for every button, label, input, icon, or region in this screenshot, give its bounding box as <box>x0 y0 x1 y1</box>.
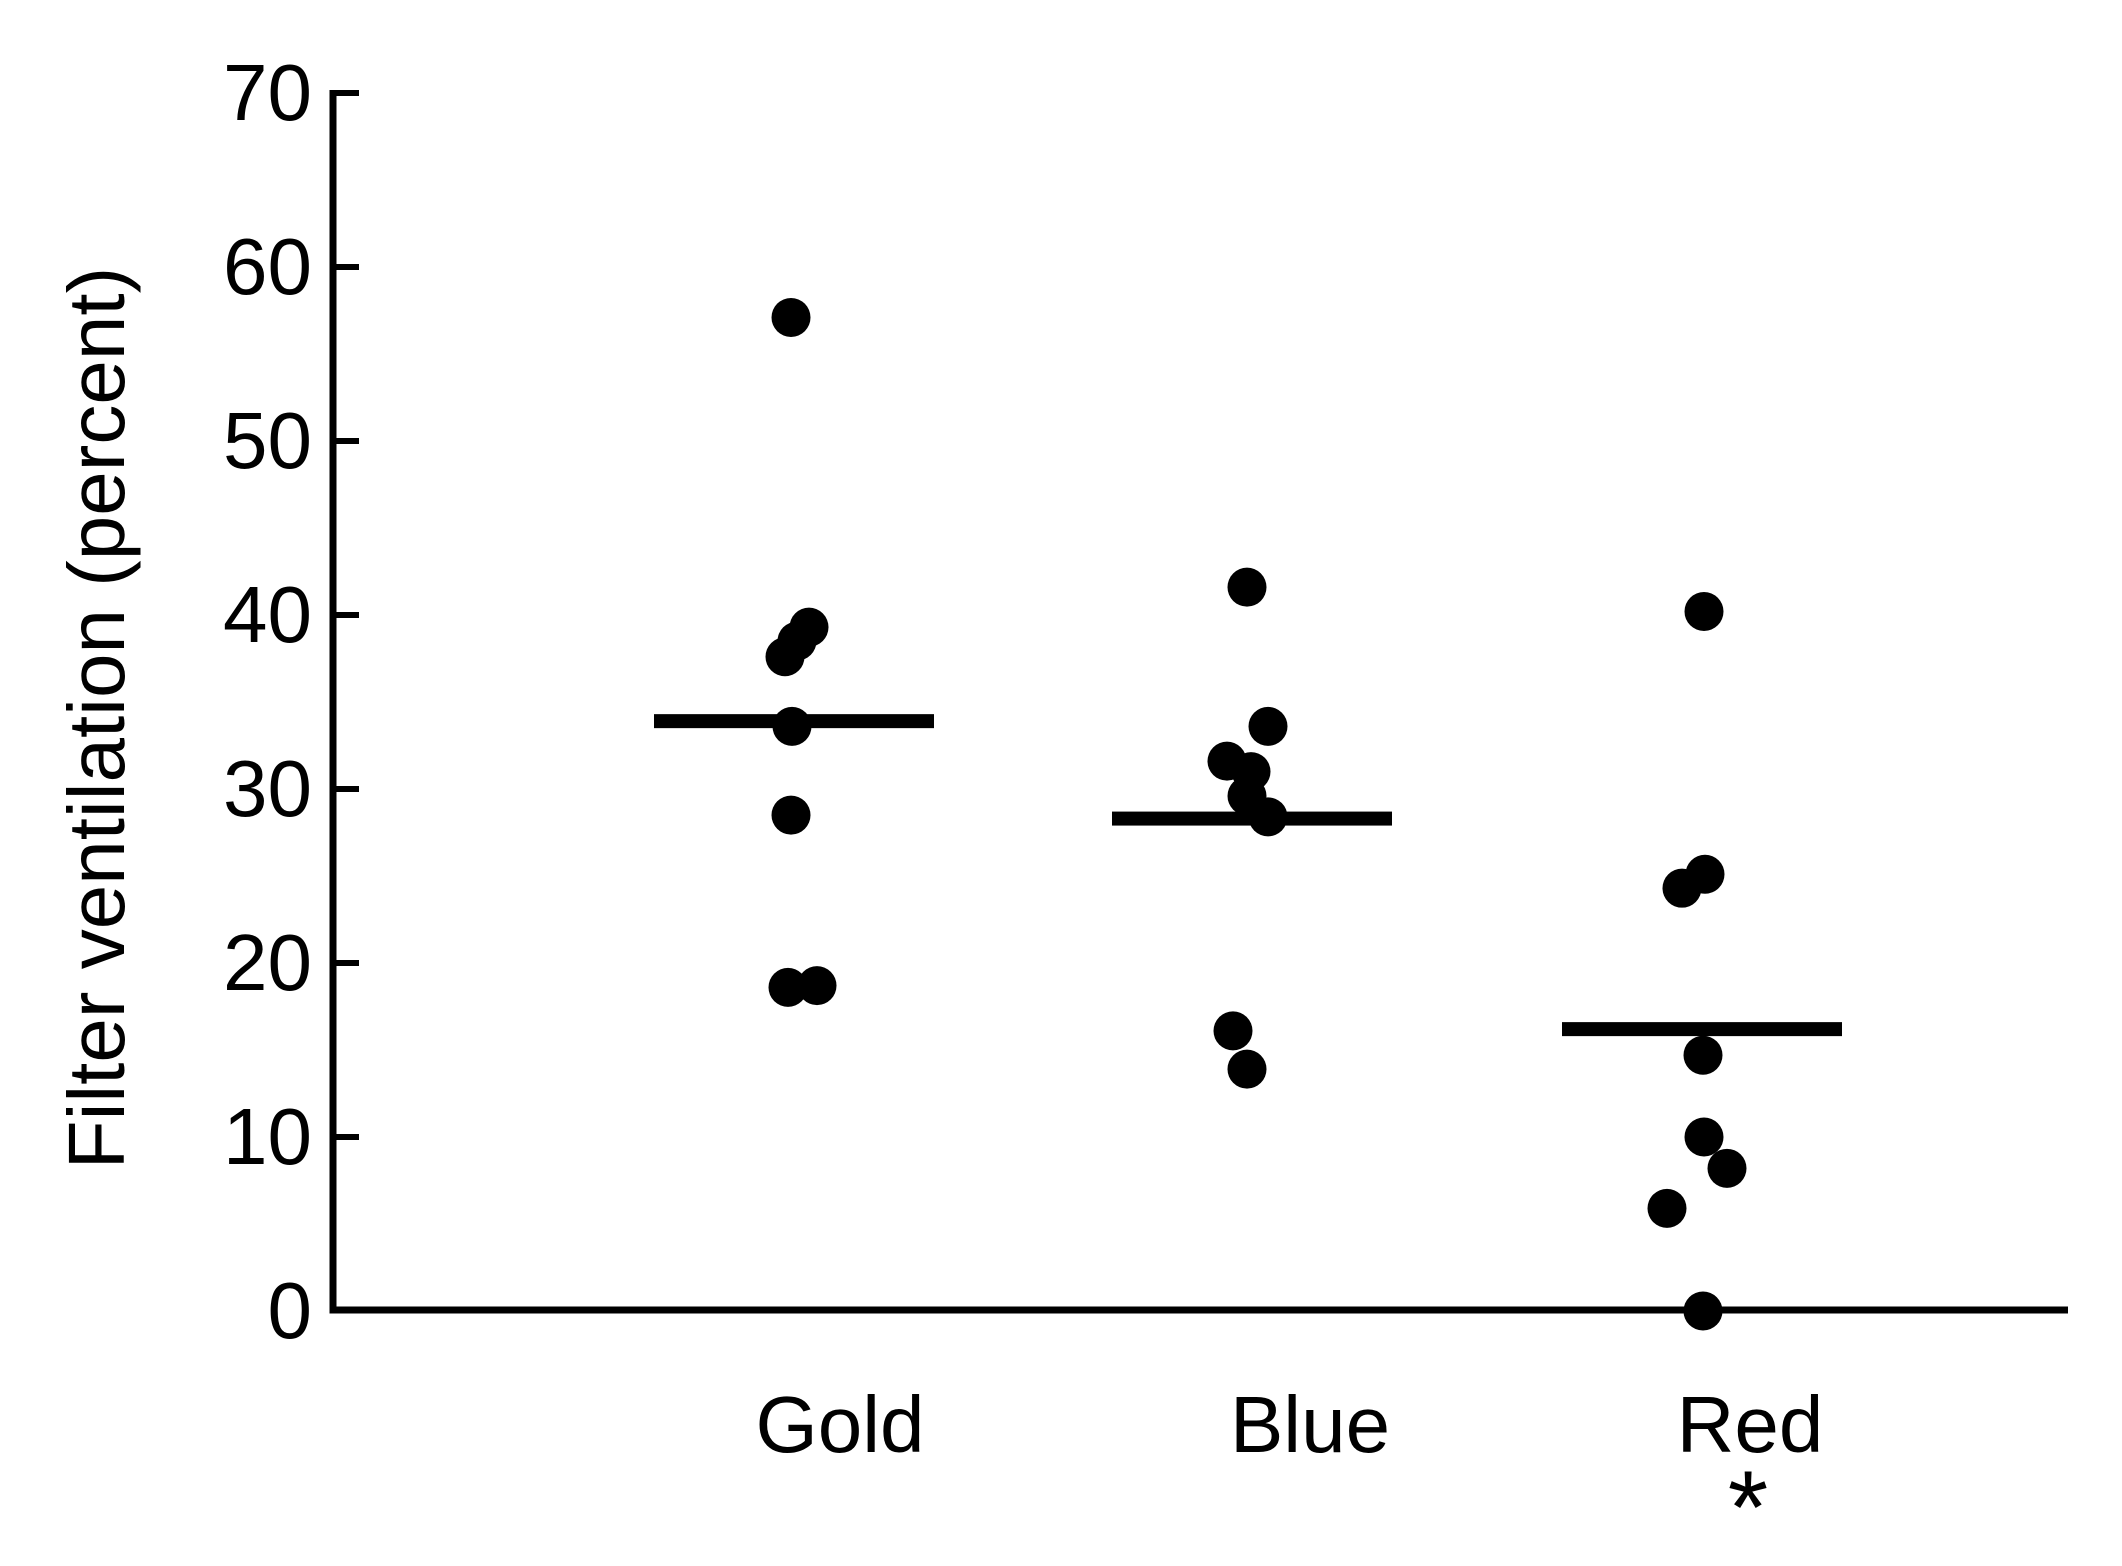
x-category-label-gold: Gold <box>755 1380 925 1469</box>
y-tick <box>333 90 359 96</box>
data-point-blue <box>1248 797 1288 837</box>
data-point-red <box>1683 1291 1723 1331</box>
y-tick-label: 60 <box>223 222 312 311</box>
data-point-blue <box>1227 567 1267 607</box>
data-point-red <box>1647 1188 1687 1228</box>
data-point-blue <box>1248 706 1288 746</box>
data-point-red <box>1683 1035 1723 1075</box>
y-tick-label: 30 <box>223 744 312 833</box>
x-axis-line <box>329 1306 2068 1314</box>
y-tick <box>333 960 359 966</box>
y-tick-label: 20 <box>223 918 312 1007</box>
data-point-blue <box>1227 1049 1267 1089</box>
y-tick-label: 70 <box>223 48 312 137</box>
y-tick <box>333 786 359 792</box>
y-tick-label: 10 <box>223 1092 312 1181</box>
data-point-red <box>1662 868 1702 908</box>
x-category-label-blue: Blue <box>1229 1380 1391 1469</box>
data-point-gold <box>772 706 812 746</box>
y-tick <box>333 264 359 270</box>
data-point-gold <box>771 297 811 337</box>
mean-line-red <box>1562 1022 1842 1037</box>
data-point-gold <box>771 795 811 835</box>
y-axis-line <box>329 90 337 1314</box>
data-point-red <box>1684 592 1724 632</box>
y-tick <box>333 438 359 444</box>
significance-asterisk: * <box>1727 1450 1769 1566</box>
data-point-gold <box>797 966 837 1006</box>
y-tick-label: 0 <box>267 1266 313 1355</box>
data-point-blue <box>1213 1011 1253 1051</box>
y-tick-label: 40 <box>223 570 312 659</box>
y-tick-label: 50 <box>223 396 312 485</box>
data-point-gold <box>765 637 805 677</box>
data-point-red <box>1707 1148 1747 1188</box>
y-tick <box>333 612 359 618</box>
y-tick <box>333 1134 359 1140</box>
x-category-label-red: Red <box>1676 1380 1824 1469</box>
data-point-gold <box>768 967 808 1007</box>
data-point-red <box>1684 1117 1724 1157</box>
